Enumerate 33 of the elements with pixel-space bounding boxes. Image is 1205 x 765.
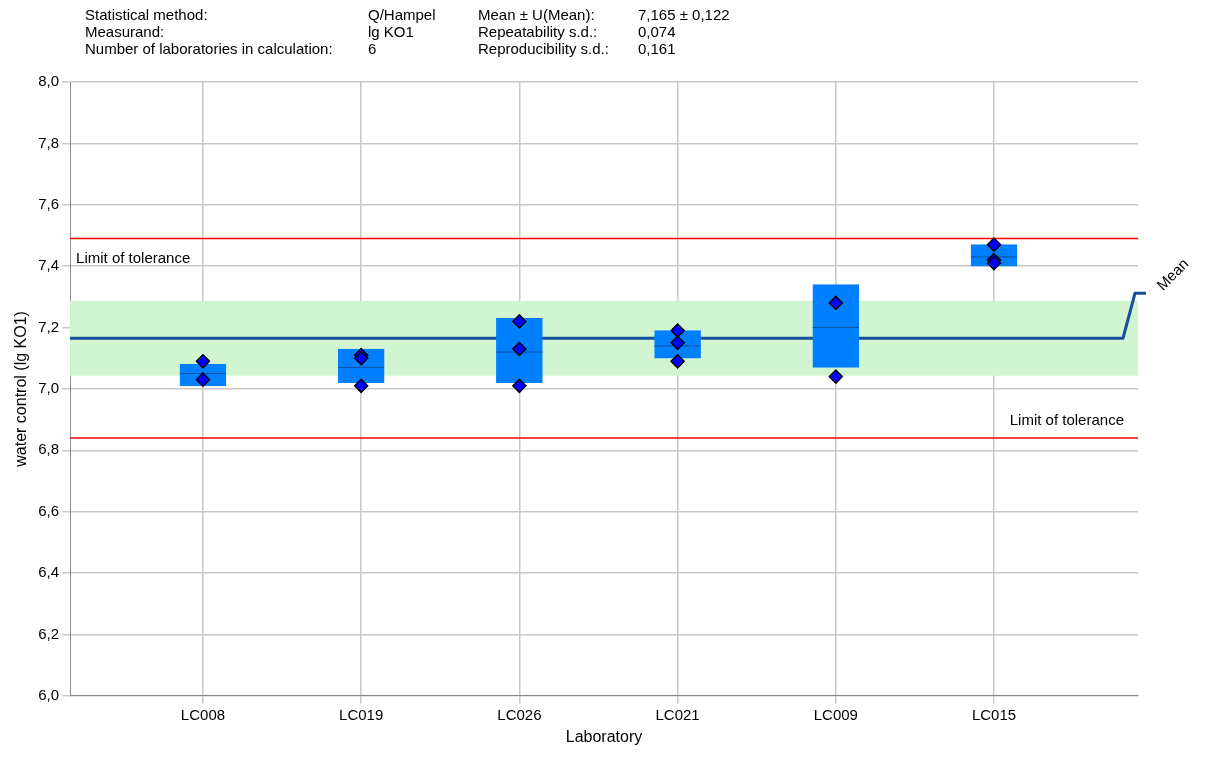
y-tick-label: 6,0 — [38, 685, 60, 703]
text: 0,161 — [638, 40, 676, 57]
text: 6 — [368, 40, 377, 57]
text: Mean ± U(Mean): — [478, 6, 595, 23]
y-tick-label: 7,8 — [38, 133, 60, 151]
x-tick-label: LC008 — [180, 705, 226, 723]
y-tick-label: 7,2 — [38, 317, 60, 335]
ref-line-label: Limit of tolerance — [76, 249, 191, 267]
x-tick-label: LC019 — [339, 705, 384, 723]
y-tick-label: 7,6 — [38, 194, 60, 212]
y-tick-label: 7,4 — [38, 256, 60, 274]
ref-line-label: Limit of tolerance — [1009, 410, 1124, 428]
x-tick-label: LC026 — [497, 705, 542, 723]
text: lg KO1 — [368, 23, 414, 40]
text: Repeatability s.d.: — [478, 23, 598, 40]
x-axis-title: Laboratory — [565, 727, 643, 745]
y-axis-title: water control (lg KO1) — [12, 311, 30, 468]
x-tick-label: LC009 — [813, 705, 858, 723]
text: 0,074 — [638, 23, 676, 40]
text: Reproducibility s.d.: — [478, 40, 609, 57]
y-tick-label: 6,6 — [38, 501, 60, 519]
text: Statistical method: — [85, 6, 208, 23]
y-tick-label: 7,0 — [38, 379, 60, 397]
x-tick-label: LC015 — [971, 705, 1017, 723]
y-tick-label: 6,2 — [38, 624, 60, 642]
y-tick-label: 6,8 — [38, 440, 60, 458]
y-tick-label: 6,4 — [38, 563, 60, 581]
text: Measurand: — [85, 23, 165, 40]
x-tick-label: LC021 — [655, 705, 700, 723]
y-tick-label: 8,0 — [38, 72, 60, 90]
text: 7,165 ± 0,122 — [638, 6, 730, 23]
text: Q/Hampel — [368, 6, 436, 23]
text: Number of laboratories in calculation: — [85, 40, 333, 57]
